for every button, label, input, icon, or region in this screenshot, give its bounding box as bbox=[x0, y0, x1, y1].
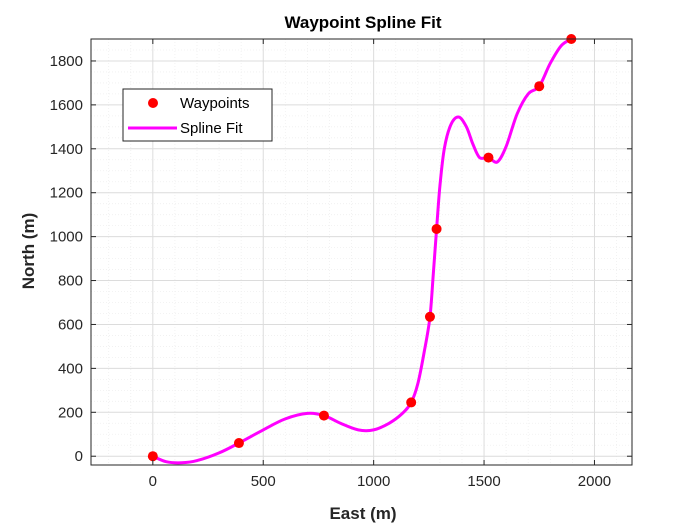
legend-box bbox=[122, 88, 273, 142]
axes-box bbox=[90, 38, 633, 466]
waypoint-marker bbox=[424, 311, 435, 322]
y-tick-label: 1600 bbox=[50, 97, 83, 114]
x-tick-label: 1500 bbox=[467, 473, 500, 490]
x-tick-labels: 0 500 1000 1500 2000 bbox=[149, 473, 611, 490]
x-tick-label: 2000 bbox=[578, 473, 611, 490]
y-axis-label: North (m) bbox=[19, 213, 38, 289]
chart-title: Waypoint Spline Fit bbox=[284, 13, 441, 32]
y-tick-label: 0 bbox=[75, 448, 83, 465]
y-tick-label: 600 bbox=[58, 316, 83, 333]
x-tick-label: 0 bbox=[149, 473, 157, 490]
tick-marks bbox=[91, 39, 632, 465]
waypoint-marker bbox=[483, 152, 494, 163]
legend-spline-label: Spline Fit bbox=[180, 120, 243, 137]
y-tick-label: 1000 bbox=[50, 229, 83, 246]
y-tick-label: 1800 bbox=[50, 53, 83, 70]
legend-waypoints-marker bbox=[148, 98, 158, 108]
waypoint-marker bbox=[233, 438, 244, 449]
waypoint-marker bbox=[318, 410, 329, 421]
y-tick-label: 200 bbox=[58, 404, 83, 421]
x-tick-label: 500 bbox=[251, 473, 276, 490]
waypoint-marker bbox=[534, 81, 545, 92]
x-tick-label: 1000 bbox=[357, 473, 390, 490]
waypoint-marker bbox=[147, 451, 158, 462]
legend-waypoints-label: Waypoints bbox=[180, 95, 249, 112]
y-tick-label: 1200 bbox=[50, 185, 83, 202]
y-tick-label: 400 bbox=[58, 360, 83, 377]
y-tick-label: 1400 bbox=[50, 141, 83, 158]
y-tick-label: 800 bbox=[58, 273, 83, 290]
waypoint-marker bbox=[431, 223, 442, 234]
major-grid bbox=[91, 39, 632, 465]
x-axis-label: East (m) bbox=[329, 504, 396, 523]
legend: Waypoints Spline Fit bbox=[122, 88, 273, 142]
y-tick-labels: 0 200 400 600 800 1000 1200 1400 1600 1800 bbox=[50, 53, 83, 465]
waypoint-marker bbox=[406, 397, 417, 408]
